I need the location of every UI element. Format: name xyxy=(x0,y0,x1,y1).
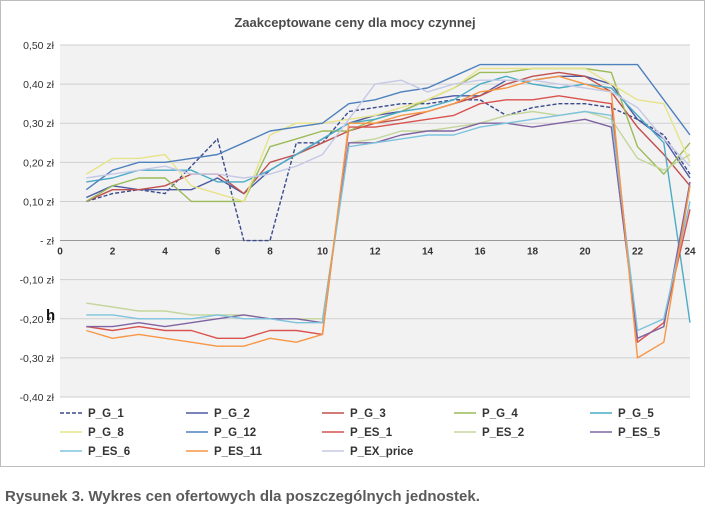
series-line-p-g-2 xyxy=(86,75,691,199)
legend-label: P_ES_5 xyxy=(618,427,661,439)
x-tick-label: 10 xyxy=(317,247,329,258)
y-tick-label: 0,30 zł xyxy=(23,118,55,130)
series-line-p-g-12 xyxy=(85,63,691,191)
gridlines xyxy=(60,44,690,398)
legend-label: P_ES_1 xyxy=(350,427,393,439)
x-tick-label: 6 xyxy=(215,247,221,258)
x-tick-label: 0 xyxy=(57,247,63,258)
series-line-p-es-6 xyxy=(86,110,691,332)
legend-label: P_G_5 xyxy=(618,408,654,420)
y-tick-label: - zł xyxy=(40,236,55,248)
legend-label: P_EX_price xyxy=(350,446,413,458)
x-tick-label: 2 xyxy=(110,247,116,258)
series-line-p-g-8 xyxy=(85,67,691,203)
x-tick-label: 22 xyxy=(632,247,644,258)
legend: P_G_1 P_G_2 P_G_3 P_G_4 P_G_5 P_G_8 P_G_12 P_ES… xyxy=(60,408,661,458)
series-line-p-es-1 xyxy=(86,95,691,343)
series-line-p-g-1 xyxy=(86,99,691,242)
y-tick-label: 0,40 zł xyxy=(23,79,55,91)
legend-label: P_G_8 xyxy=(88,427,124,439)
legend-label: P_ES_6 xyxy=(88,446,130,458)
side-mark: h xyxy=(46,307,56,324)
legend-label: P_G_3 xyxy=(350,408,386,420)
x-tick-label: 12 xyxy=(369,247,381,258)
legend-label: P_ES_11 xyxy=(214,446,263,458)
plot-area xyxy=(60,45,690,397)
legend-label: P_ES_2 xyxy=(482,427,524,439)
y-tick-label: -0,40 zł xyxy=(20,392,55,404)
chart-title: Zaakceptowane ceny dla mocy czynnej xyxy=(234,15,475,30)
series-line-p-es-11 xyxy=(86,75,691,359)
legend-label: P_G_4 xyxy=(482,408,518,420)
series-line-p-ex-price xyxy=(86,79,691,179)
series-line-p-es-5 xyxy=(86,118,691,339)
x-tick-label: 24 xyxy=(684,247,696,258)
y-axis-labels: 0,50 zł 0,40 zł 0,30 zł 0,20 zł 0,10 zł - zł -… xyxy=(20,40,55,404)
x-tick-label: 4 xyxy=(162,247,168,258)
y-tick-label: 0,10 zł xyxy=(23,196,55,208)
figure-caption: Rysunek 3. Wykres cen ofertowych dla pos… xyxy=(5,488,480,505)
y-tick-label: -0,10 zł xyxy=(20,275,55,287)
legend-label: P_G_1 xyxy=(88,408,124,420)
y-tick-label: -0,30 zł xyxy=(20,353,55,365)
series-lines xyxy=(85,63,691,359)
y-tick-label: 0,50 zł xyxy=(23,40,55,52)
chart-svg: Zaakceptowane ceny dla mocy czynnej 0,50… xyxy=(0,0,705,467)
legend-label: P_G_12 xyxy=(214,427,256,439)
x-axis-labels: 0 2 4 6 8 10 12 14 16 18 20 22 24 xyxy=(57,247,696,258)
y-tick-label: 0,20 zł xyxy=(23,157,55,169)
y-tick-label: -0,20 zł xyxy=(20,314,55,326)
x-tick-label: 14 xyxy=(422,247,434,258)
x-tick-label: 8 xyxy=(267,247,273,258)
x-tick-label: 18 xyxy=(527,247,539,258)
legend-label: P_G_2 xyxy=(214,408,250,420)
x-tick-label: 16 xyxy=(474,247,486,258)
x-tick-label: 20 xyxy=(579,247,591,258)
series-line-p-g-3 xyxy=(86,71,691,203)
